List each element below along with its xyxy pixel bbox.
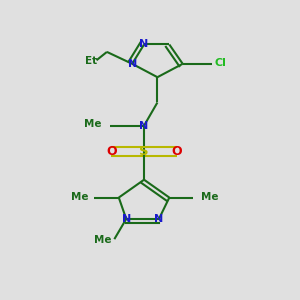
Text: O: O — [171, 145, 182, 158]
Text: Me: Me — [71, 192, 89, 202]
Text: N: N — [140, 121, 149, 130]
Text: N: N — [122, 214, 131, 224]
Text: Me: Me — [201, 192, 218, 202]
Text: O: O — [106, 145, 117, 158]
Text: Cl: Cl — [215, 58, 227, 68]
Text: S: S — [139, 145, 149, 158]
Text: N: N — [154, 214, 164, 224]
Text: N: N — [128, 59, 137, 69]
Text: N: N — [140, 40, 149, 50]
Text: Et: Et — [85, 56, 98, 66]
Text: Me: Me — [84, 119, 102, 129]
Text: Me: Me — [94, 235, 111, 245]
